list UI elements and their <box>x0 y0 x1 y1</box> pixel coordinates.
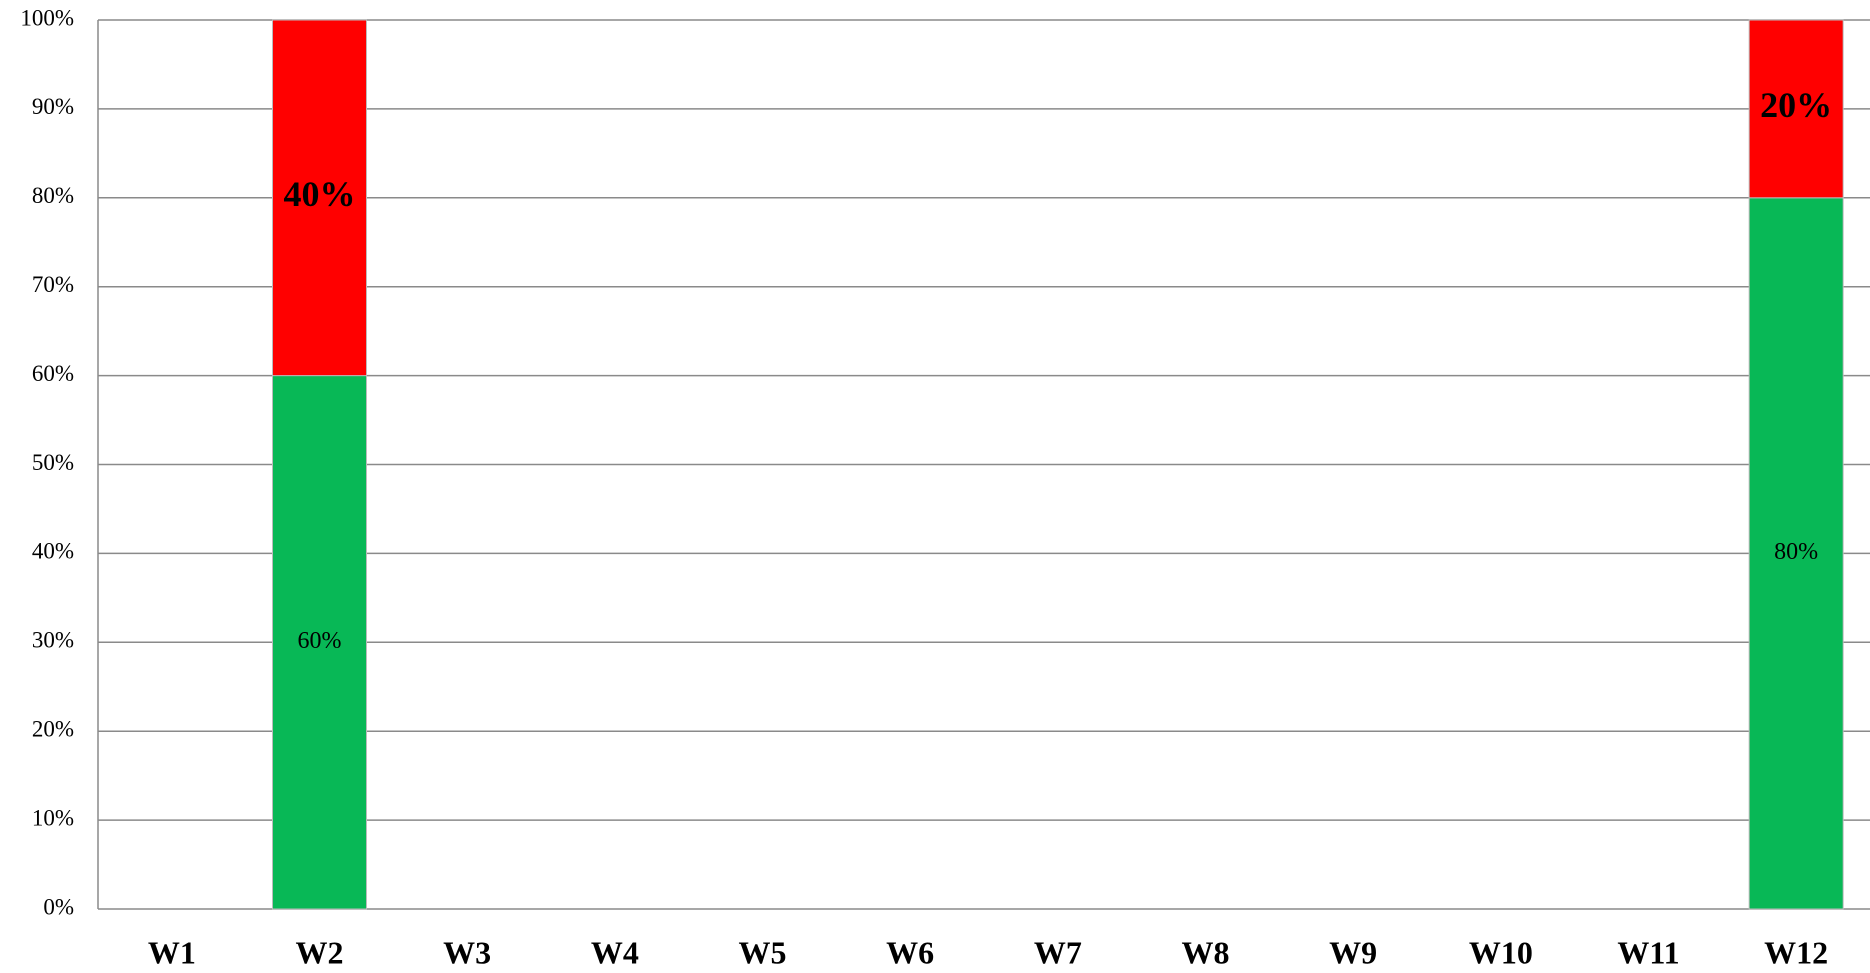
value-label: 40% <box>284 174 356 214</box>
x-tick-label: W12 <box>1764 934 1828 970</box>
y-tick-label: 60% <box>32 361 74 386</box>
x-tick-label: W5 <box>739 934 787 970</box>
y-tick-label: 80% <box>32 183 74 208</box>
y-tick-label: 90% <box>32 94 74 119</box>
y-tick-label: 20% <box>32 716 74 741</box>
y-tick-label: 10% <box>32 805 74 830</box>
x-tick-label: W8 <box>1182 934 1230 970</box>
x-tick-label: W4 <box>591 934 639 970</box>
x-tick-label: W11 <box>1617 934 1679 970</box>
bar-segment <box>1748 19 1844 199</box>
y-tick-label: 30% <box>32 628 74 653</box>
y-tick-label: 40% <box>32 539 74 564</box>
bar-segment <box>272 375 367 910</box>
y-tick-label: 50% <box>32 450 74 475</box>
x-tick-label: W1 <box>148 934 196 970</box>
x-tick-label: W10 <box>1469 934 1533 970</box>
y-tick-label: 70% <box>32 272 74 297</box>
bar-segment <box>272 19 367 377</box>
x-tick-label: W3 <box>443 934 491 970</box>
y-tick-label: 100% <box>20 5 74 30</box>
x-tick-label: W6 <box>886 934 934 970</box>
x-tick-label: W9 <box>1329 934 1377 970</box>
x-tick-label: W2 <box>296 934 344 970</box>
value-label: 20% <box>1760 85 1832 125</box>
x-tick-label: W7 <box>1034 934 1082 970</box>
value-label: 80% <box>1774 539 1818 565</box>
y-tick-label: 0% <box>43 894 74 919</box>
value-label: 60% <box>298 628 342 654</box>
